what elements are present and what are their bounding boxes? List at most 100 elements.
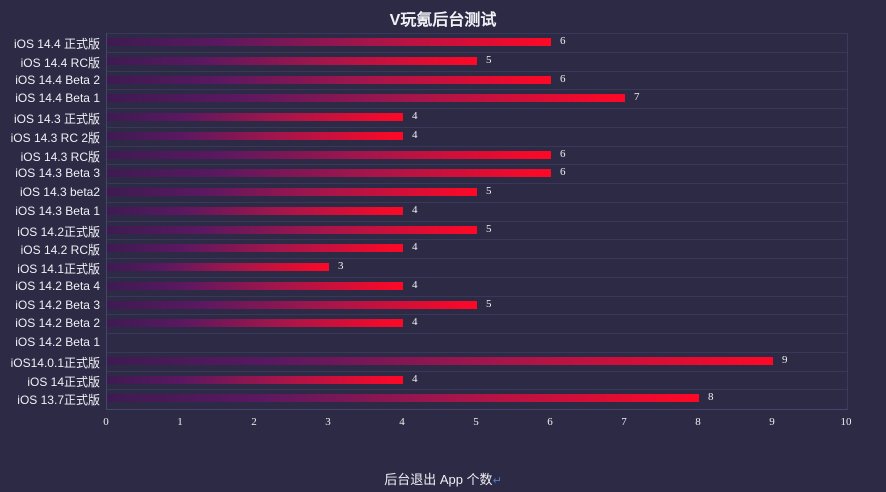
gridline xyxy=(107,389,847,391)
bar xyxy=(107,206,403,215)
category-label: iOS 14.3 RC 2版 xyxy=(10,130,100,145)
chart-title: V玩氪后台测试 xyxy=(389,12,497,29)
gridline xyxy=(107,145,847,147)
bar xyxy=(107,375,403,384)
bar xyxy=(107,131,403,140)
category-label: iOS 14.4 Beta 2 xyxy=(15,72,100,87)
category-label: iOS 14.4 Beta 1 xyxy=(15,91,100,106)
bar-value-label: 9 xyxy=(782,353,788,366)
bar xyxy=(107,113,403,121)
gridline xyxy=(107,276,847,278)
bar-value-label: 6 xyxy=(560,72,566,85)
gridline xyxy=(107,89,847,91)
gridline xyxy=(107,51,847,53)
category-label: iOS 14.4 正式版 xyxy=(13,37,100,51)
x-tick-label: 5 xyxy=(473,416,479,428)
gridline xyxy=(107,258,847,259)
bar-value-label: 4 xyxy=(412,241,418,254)
gridline xyxy=(107,333,847,334)
bar-row: 4 xyxy=(107,108,847,127)
bar xyxy=(107,300,477,309)
bar-row: 6 xyxy=(107,164,847,183)
bar-value-label: 7 xyxy=(634,91,640,104)
gridline xyxy=(107,183,847,184)
bar xyxy=(107,281,403,290)
gridline xyxy=(107,33,847,34)
bar xyxy=(107,56,477,65)
category-label: iOS 14.2 RC版 xyxy=(20,243,100,258)
bar xyxy=(107,169,551,178)
gridline xyxy=(107,126,847,128)
bar-value-label: 6 xyxy=(560,35,566,47)
plot-area: 6 5 6 7 4 4 6 6 5 4 5 4 3 4 5 4 9 4 8 xyxy=(106,33,848,410)
x-tick-label: 9 xyxy=(769,416,775,428)
bar xyxy=(107,75,551,84)
bar xyxy=(107,319,403,328)
bar xyxy=(107,38,551,46)
bar-value-label: 5 xyxy=(486,185,492,197)
bar-value-label: 4 xyxy=(412,278,418,291)
bar-row: 4 xyxy=(107,314,847,333)
bar-row: 4 xyxy=(107,370,847,390)
bar-row xyxy=(107,333,847,352)
bar-row: 7 xyxy=(107,89,847,108)
bar-row: 4 xyxy=(107,126,847,146)
gridline xyxy=(107,70,847,72)
bar xyxy=(107,394,699,403)
category-label: iOS 14.2 Beta 2 xyxy=(15,316,100,331)
category-label: iOS 14.2 Beta 4 xyxy=(15,278,100,293)
bar-row: 4 xyxy=(107,276,847,296)
category-label: iOS 14.2 Beta 3 xyxy=(15,297,100,312)
x-tick-label: 10 xyxy=(840,416,852,428)
bar-value-label: 4 xyxy=(412,203,418,216)
bar-row: 4 xyxy=(107,239,847,258)
category-label: iOS 14.3 Beta 1 xyxy=(15,203,100,218)
bar xyxy=(107,94,625,103)
category-label: iOS 14.1正式版 xyxy=(17,262,100,276)
bar-row: 5 xyxy=(107,183,847,202)
x-tick-label: 4 xyxy=(399,416,405,428)
bar-value-label: 5 xyxy=(486,53,492,66)
gridline xyxy=(107,295,847,297)
category-label: iOS 14.2正式版 xyxy=(17,224,100,239)
gridline xyxy=(107,108,847,109)
x-axis-label: 后台退出 App 个数↵ xyxy=(0,469,886,488)
x-tick-label: 0 xyxy=(103,416,109,428)
category-label: iOS14.0.1正式版 xyxy=(10,355,100,370)
gridline xyxy=(107,201,847,203)
bar-row: 6 xyxy=(107,33,847,52)
category-label: iOS 14.4 RC版 xyxy=(20,55,100,70)
return-mark-icon: ↵ xyxy=(492,475,502,487)
bar-value-label: 5 xyxy=(486,297,492,310)
bar-value-label: 4 xyxy=(412,128,418,141)
bar-value-label: 3 xyxy=(338,260,344,272)
bar-value-label: 6 xyxy=(560,166,566,179)
gridline xyxy=(107,314,847,316)
gridline xyxy=(107,220,847,222)
x-tick-label: 3 xyxy=(325,416,331,428)
x-tick-label: 6 xyxy=(547,416,553,428)
bar xyxy=(107,263,329,271)
bar xyxy=(107,150,551,159)
bar xyxy=(107,225,477,234)
x-axis-label-text: 后台退出 App 个数 xyxy=(384,472,493,487)
bar-row: 5 xyxy=(107,220,847,240)
bar-value-label: 5 xyxy=(486,222,492,235)
category-label: iOS 14.3 正式版 xyxy=(13,112,100,126)
category-label: iOS 14正式版 xyxy=(27,374,100,389)
category-label: iOS 13.7正式版 xyxy=(17,393,100,408)
bar-row: 6 xyxy=(107,145,847,165)
category-label: iOS 14.3 Beta 3 xyxy=(15,166,100,181)
bar-row: 5 xyxy=(107,295,847,315)
bar-row: 6 xyxy=(107,70,847,90)
gridline xyxy=(107,351,847,353)
x-tick-label: 8 xyxy=(695,416,701,428)
x-tick-label: 1 xyxy=(177,416,183,428)
category-label: iOS 14.3 RC版 xyxy=(20,149,100,164)
bar-value-label: 4 xyxy=(412,372,418,385)
bar-row: 3 xyxy=(107,258,847,277)
bar xyxy=(107,244,403,253)
x-tick-label: 2 xyxy=(251,416,257,428)
bar-row: 4 xyxy=(107,201,847,221)
bar-value-label: 6 xyxy=(560,147,566,160)
